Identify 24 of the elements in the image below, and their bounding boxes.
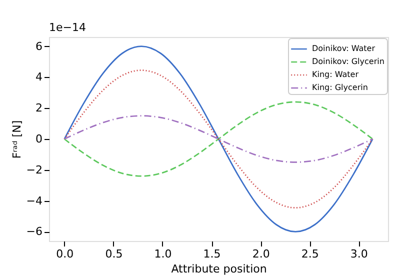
y-tick-label: −6 xyxy=(26,225,42,238)
y-tick-label: 6 xyxy=(36,40,42,53)
legend-label: King: Glycerin xyxy=(312,83,368,92)
line-series xyxy=(64,115,374,163)
x-tick-label: 1.0 xyxy=(154,248,172,260)
legend-label: Doinikov: Water xyxy=(312,44,376,53)
x-tick-label: 1.5 xyxy=(203,248,221,260)
text: 1e−14 xyxy=(49,21,86,34)
y-tick-label: −4 xyxy=(26,194,42,208)
x-tick-label: 0.5 xyxy=(105,248,123,260)
y-tick-label: −2 xyxy=(26,163,42,176)
legend-label: King: Water xyxy=(312,70,360,79)
line-series xyxy=(64,101,374,177)
line-series xyxy=(64,70,374,208)
y-tick-label: 2 xyxy=(36,102,42,115)
x-tick-label: 0.0 xyxy=(56,248,74,260)
y-tick-label: 0 xyxy=(36,132,42,146)
x-tick-label: 2.5 xyxy=(301,248,319,260)
legend-label: Doinikov: Glycerin xyxy=(312,57,384,66)
x-axis-title: Attribute position xyxy=(171,262,267,276)
x-tick-label: 2.0 xyxy=(252,248,270,260)
y-tick-label: 4 xyxy=(36,70,42,84)
x-tick-label: 3.0 xyxy=(350,248,368,260)
y-axis-title: Fʳᵃᵈ [N] xyxy=(10,120,24,159)
